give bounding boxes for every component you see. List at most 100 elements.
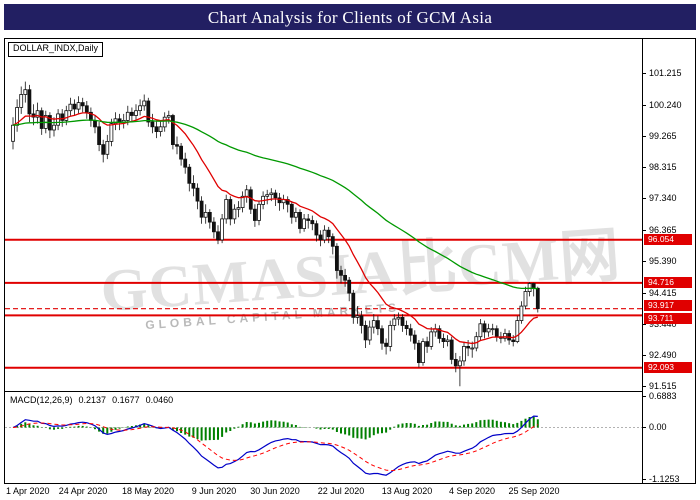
- candle: [298, 211, 302, 229]
- candle: [146, 100, 151, 123]
- candle: [252, 208, 257, 221]
- candle: [314, 223, 319, 236]
- candle: [244, 189, 249, 197]
- price-tick-label: 92.490: [649, 350, 677, 360]
- candle: [351, 292, 356, 318]
- candle: [39, 110, 44, 129]
- candle: [277, 197, 282, 204]
- candle: [138, 105, 143, 112]
- title-bar: Chart Analysis for Clients of GCM Asia: [4, 4, 696, 30]
- price-tick-mark: [643, 261, 646, 262]
- candle: [523, 291, 528, 307]
- candle: [421, 341, 425, 364]
- candle: [531, 283, 536, 289]
- candle: [416, 342, 421, 364]
- candle: [56, 113, 60, 126]
- candle: [384, 342, 389, 347]
- candle: [97, 126, 101, 146]
- candle: [457, 360, 462, 367]
- macd-tick-label: 0.00: [649, 422, 667, 432]
- price-tick-label: 94.415: [649, 288, 677, 298]
- price-level-badge: 93.917: [644, 300, 692, 311]
- candle: [371, 320, 376, 328]
- chart-frame: GCMASIA比CM网 GLOBAL CAPITAL MARKETS DOLLA…: [4, 38, 696, 484]
- date-tick-label: 13 Aug 2020: [381, 486, 433, 496]
- candle: [117, 118, 122, 123]
- price-tick-label: 95.390: [649, 256, 677, 266]
- candle: [220, 218, 225, 241]
- symbol-label: DOLLAR_INDX,Daily: [8, 42, 104, 57]
- candle: [519, 305, 524, 322]
- candle: [80, 102, 85, 107]
- candle: [203, 211, 208, 218]
- price-tick-label: 93.440: [649, 319, 677, 329]
- candle: [355, 315, 360, 318]
- candle: [466, 345, 471, 349]
- candle: [306, 218, 311, 221]
- candle: [150, 121, 155, 128]
- candle: [375, 320, 380, 330]
- candle: [437, 328, 442, 339]
- macd-chart[interactable]: [5, 392, 642, 483]
- candle: [240, 195, 245, 209]
- candle: [482, 323, 487, 333]
- candle: [269, 192, 274, 196]
- price-tick-mark: [643, 230, 646, 231]
- ma-slow-line: [12, 119, 538, 290]
- macd-value-main: 0.2137: [78, 395, 107, 405]
- candle: [187, 166, 192, 184]
- macd-line: [12, 415, 538, 476]
- ma-fast-line: [12, 112, 538, 345]
- candlestick-chart[interactable]: [5, 39, 642, 391]
- candle: [445, 339, 450, 343]
- price-level-badge: 93.711: [644, 313, 692, 324]
- price-tick-mark: [643, 293, 646, 294]
- price-tick-mark: [643, 355, 646, 356]
- macd-tick-label: -1.1253: [649, 474, 680, 484]
- candle: [318, 234, 323, 241]
- candle: [72, 103, 77, 110]
- candle: [93, 120, 97, 128]
- price-tick-label: 91.515: [649, 381, 677, 391]
- candle: [170, 115, 175, 146]
- candle: [494, 328, 499, 338]
- macd-value-histogram: 0.0460: [145, 395, 174, 405]
- candle: [347, 279, 352, 294]
- price-tick-mark: [643, 324, 646, 325]
- date-tick-label: 24 Apr 2020: [58, 486, 108, 496]
- candle: [179, 145, 184, 160]
- candle: [130, 111, 134, 116]
- candle: [232, 208, 237, 220]
- price-tick-mark: [643, 136, 646, 137]
- candle: [404, 324, 409, 329]
- candle: [322, 229, 327, 241]
- price-axis: 101.215 100.240 99.265 98.315 97.340 96.365 95…: [642, 39, 695, 484]
- candle: [425, 341, 430, 347]
- macd-tick-mark: [643, 396, 646, 397]
- candle: [388, 324, 393, 347]
- price-level-badge: 96.054: [644, 234, 692, 245]
- candle: [134, 110, 138, 116]
- candle: [84, 105, 89, 113]
- candle: [191, 182, 196, 189]
- candle: [429, 331, 434, 347]
- candle: [273, 192, 278, 199]
- candle: [11, 124, 15, 142]
- candle: [60, 113, 65, 121]
- price-tick-label: 101.215: [649, 68, 682, 78]
- candle: [441, 337, 446, 342]
- candle: [503, 333, 507, 339]
- candle: [52, 124, 56, 131]
- candle: [490, 328, 495, 331]
- candle: [216, 231, 220, 241]
- date-tick-label: 1 Apr 2020: [6, 486, 50, 496]
- candle: [486, 328, 491, 333]
- candle: [199, 200, 204, 218]
- price-tick-label: 99.265: [649, 131, 677, 141]
- candle: [76, 102, 81, 110]
- candle: [412, 334, 417, 344]
- price-tick-label: 96.365: [649, 225, 677, 235]
- macd-value-signal: 0.1677: [112, 395, 140, 405]
- price-level-badge: 94.716: [644, 277, 692, 288]
